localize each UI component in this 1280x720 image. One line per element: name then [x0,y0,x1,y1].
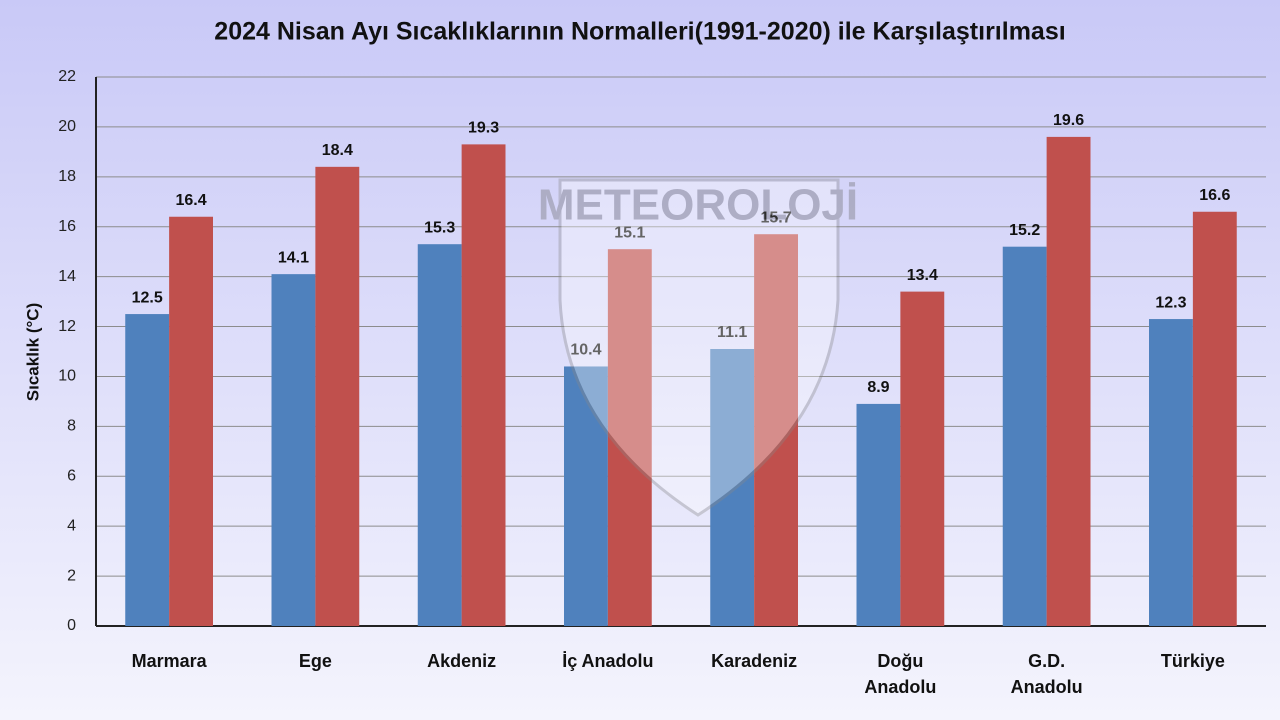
x-tick-label: Doğu Anadolu [864,651,936,697]
bar [1192,211,1237,626]
y-tick-label: 22 [58,68,76,85]
bar [169,216,213,626]
bar [417,244,462,627]
y-tick-label: 20 [58,118,76,135]
y-axis-label: Sıcaklık (°C) [23,303,42,401]
data-label: 19.6 [1053,112,1084,129]
data-label: 12.5 [132,289,163,306]
x-tick-label: Marmara [132,651,208,671]
data-label: 19.3 [468,120,499,137]
watermark: METEOROLOJİ [538,178,858,517]
data-label: 15.7 [760,209,791,226]
y-tick-label: 12 [58,318,76,335]
data-label: 16.4 [175,192,206,209]
x-tick-label-line: Türkiye [1161,651,1225,671]
x-tick-label-line: Anadolu [864,677,936,697]
y-tick-label: 18 [58,168,76,185]
x-tick-label-line: Marmara [132,651,208,671]
x-tick-label: Türkiye [1161,651,1225,671]
data-label: 18.4 [322,142,353,159]
x-tick-label-line: Akdeniz [427,651,496,671]
bar [754,234,798,627]
bar [900,291,945,626]
data-label: 15.2 [1009,222,1040,239]
bar [564,366,608,626]
y-tick-label: 6 [67,467,76,484]
bar [315,166,360,626]
y-tick-label: 16 [58,218,76,235]
watermark-text: METEOROLOJİ [538,181,858,230]
y-tick-label: 2 [67,567,76,584]
x-tick-label: Karadeniz [711,651,797,671]
x-tick-label-line: Ege [299,651,332,671]
plot-area: 0 2 4 6 8 10 12 14 16 18 20 22 Marmara 12.5 16.4 Ege 14.… [58,68,1266,697]
chart-title: 2024 Nisan Ayı Sıcaklıklarının Normaller… [214,18,1065,46]
x-tick-label-line: G.D. [1028,651,1065,671]
x-tick-label-line: Karadeniz [711,651,797,671]
data-label: 11.1 [717,324,747,341]
bar [1046,136,1091,626]
data-label: 16.6 [1199,187,1230,204]
x-tick-label: Akdeniz [427,651,496,671]
data-label: 14.1 [278,249,309,266]
data-label: 8.9 [867,379,889,396]
bar [607,249,652,626]
x-tick-label-line: Anadolu [1011,677,1083,697]
bar [710,349,755,626]
watermark-shield [558,178,840,517]
bar [1149,319,1193,626]
y-tick-label: 8 [67,418,76,435]
y-tick-label: 14 [58,268,76,285]
y-tick-label: 4 [67,517,76,534]
bar [1002,246,1047,626]
x-tick-label-line: Doğu [877,651,923,671]
data-label: 10.4 [570,342,601,359]
y-tick-label: 10 [58,368,76,385]
data-label: 13.4 [907,267,938,284]
bar [856,403,901,626]
bar [461,144,506,627]
bar [271,274,316,626]
x-tick-label: G.D. Anadolu [1011,651,1083,697]
bar [125,314,170,626]
x-tick-label: Ege [299,651,332,671]
y-tick-label: 0 [67,617,76,634]
data-label: 12.3 [1155,294,1186,311]
x-tick-label-line: İç Anadolu [562,651,653,671]
x-tick-label: İç Anadolu [562,651,653,671]
data-label: 15.1 [614,224,645,241]
data-label: 15.3 [424,219,455,236]
